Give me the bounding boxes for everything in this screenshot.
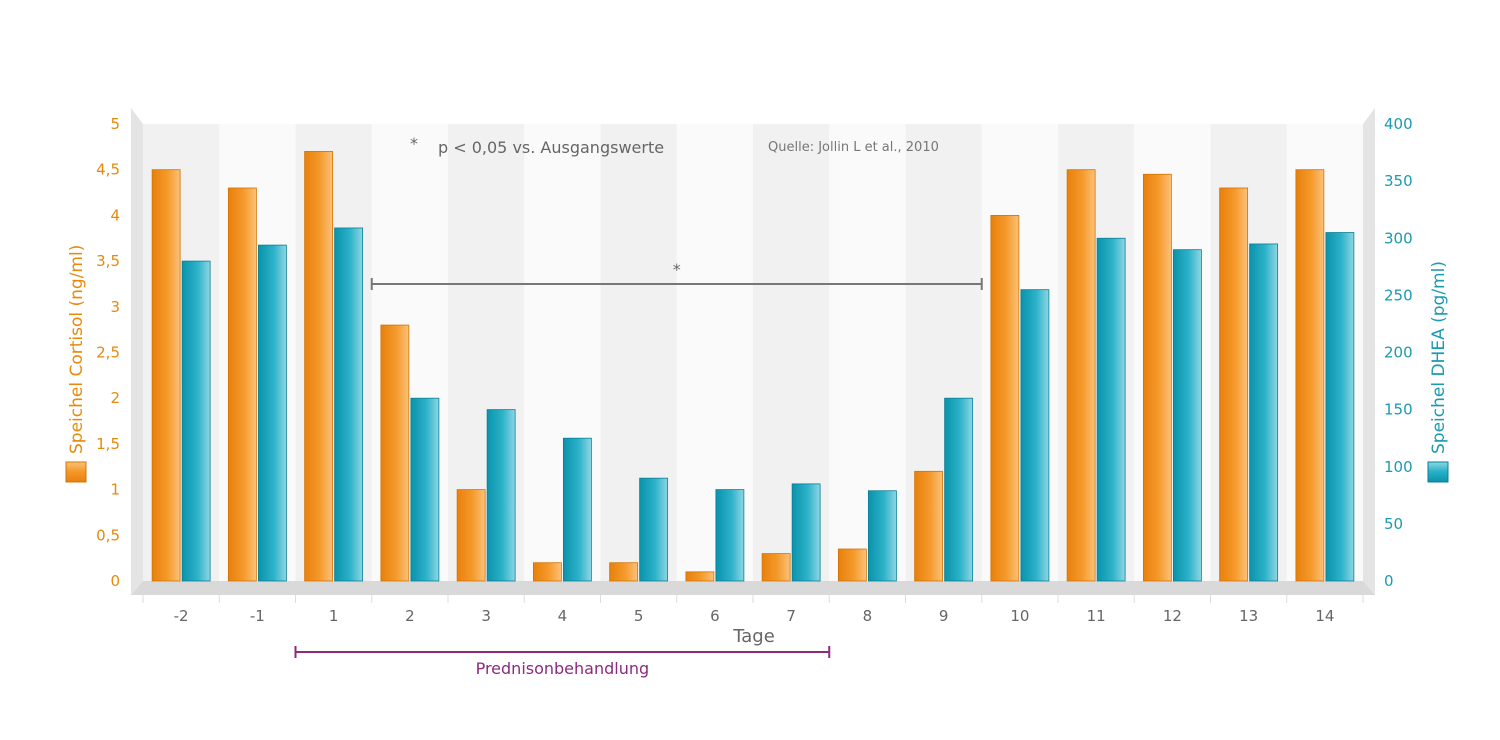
significance-bracket: * xyxy=(370,260,983,290)
x-tick-label: 4 xyxy=(558,607,568,625)
cortisol-bar xyxy=(761,553,791,582)
significance-note: p < 0,05 vs. Ausgangswerte xyxy=(438,138,664,157)
cortisol-bar xyxy=(1219,187,1249,582)
dhea-bar xyxy=(715,489,745,582)
x-tick-label: 12 xyxy=(1163,607,1182,625)
right-tick-label: 150 xyxy=(1384,401,1413,419)
dhea-bar xyxy=(1020,289,1050,582)
significance-bracket-star: * xyxy=(673,260,681,279)
right-axis-title-group: Speichel DHEA (pg/ml) xyxy=(1427,261,1449,483)
x-tick-label: 8 xyxy=(863,607,873,625)
dhea-bar xyxy=(639,477,669,582)
x-tick-label: 5 xyxy=(634,607,644,625)
x-tick-label: -2 xyxy=(174,607,189,625)
source-note: Quelle: Jollin L et al., 2010 xyxy=(768,140,939,155)
right-axis-title: Speichel DHEA (pg/ml) xyxy=(1429,261,1449,454)
treatment-label: Prednisonbehandlung xyxy=(476,659,650,678)
x-tick-label: 2 xyxy=(405,607,415,625)
right-tick-label: 350 xyxy=(1384,172,1413,190)
right-tick-label: 200 xyxy=(1384,344,1413,362)
cortisol-bar xyxy=(1295,169,1325,582)
right-tick-label: 100 xyxy=(1384,458,1413,476)
dhea-bar xyxy=(410,397,440,582)
x-tick-label: 9 xyxy=(939,607,949,625)
left-tick-label: 0 xyxy=(110,572,120,590)
left-tick-label: 0,5 xyxy=(96,526,120,544)
x-tick-label: 10 xyxy=(1010,607,1029,625)
cortisol-bar xyxy=(151,169,181,582)
dhea-bar xyxy=(1325,232,1355,582)
x-tick-label: -1 xyxy=(250,607,265,625)
treatment-bracket: Prednisonbehandlung xyxy=(294,646,831,678)
left-tick-label: 4,5 xyxy=(96,161,120,179)
cortisol-bar xyxy=(1066,169,1096,582)
dhea-bar xyxy=(257,244,287,582)
left-wall xyxy=(131,108,143,595)
dhea-bar xyxy=(867,490,897,582)
dhea-bar xyxy=(562,437,592,582)
dhea-legend-marker xyxy=(1427,461,1449,483)
x-tick-label: 14 xyxy=(1315,607,1334,625)
dhea-bar xyxy=(791,483,821,582)
cortisol-bar xyxy=(380,324,410,582)
left-tick-label: 1 xyxy=(110,481,120,499)
left-tick-label: 2 xyxy=(110,389,120,407)
x-tick-label: 3 xyxy=(481,607,491,625)
right-tick-label: 400 xyxy=(1384,115,1413,133)
x-tick-label: 1 xyxy=(329,607,339,625)
left-tick-label: 4 xyxy=(110,206,120,224)
left-tick-label: 2,5 xyxy=(96,344,120,362)
dhea-bar xyxy=(944,397,974,582)
x-axis-title: Tage xyxy=(732,626,775,647)
cortisol-bar xyxy=(1142,173,1172,582)
tick-labels: 00,511,522,533,544,550501001502002503003… xyxy=(96,115,1413,625)
cortisol-bar xyxy=(304,151,334,582)
bars xyxy=(151,151,1355,582)
cortisol-bar xyxy=(837,548,867,582)
cortisol-bar xyxy=(914,470,944,582)
right-tick-label: 50 xyxy=(1384,515,1403,533)
significance-star: * xyxy=(410,134,418,153)
dhea-bar xyxy=(486,409,516,582)
dhea-bar xyxy=(1096,237,1126,582)
cortisol-bar xyxy=(609,562,639,582)
left-tick-label: 3 xyxy=(110,298,120,316)
right-tick-label: 0 xyxy=(1384,572,1394,590)
right-wall xyxy=(1363,108,1375,595)
left-axis-title: Speichel Cortisol (ng/ml) xyxy=(67,245,87,454)
right-tick-label: 300 xyxy=(1384,229,1413,247)
cortisol-bar xyxy=(685,571,715,582)
cortisol-bar xyxy=(456,489,486,582)
dhea-bar xyxy=(1172,249,1202,582)
x-tick-label: 6 xyxy=(710,607,720,625)
floor xyxy=(131,581,1375,595)
right-tick-label: 250 xyxy=(1384,286,1413,304)
left-tick-label: 1,5 xyxy=(96,435,120,453)
cortisol-bar xyxy=(227,187,257,582)
cortisol-legend-marker xyxy=(65,461,87,483)
dhea-bar xyxy=(181,260,211,582)
cortisol-bar xyxy=(990,214,1020,582)
x-tick-label: 13 xyxy=(1239,607,1258,625)
left-tick-label: 5 xyxy=(110,115,120,133)
x-tick-label: 11 xyxy=(1087,607,1106,625)
left-axis-title-group: Speichel Cortisol (ng/ml) xyxy=(65,245,87,483)
dhea-bar xyxy=(1249,243,1279,582)
left-tick-label: 3,5 xyxy=(96,252,120,270)
dhea-bar xyxy=(334,227,364,582)
cortisol-bar xyxy=(532,562,562,582)
x-tick-label: 7 xyxy=(786,607,796,625)
